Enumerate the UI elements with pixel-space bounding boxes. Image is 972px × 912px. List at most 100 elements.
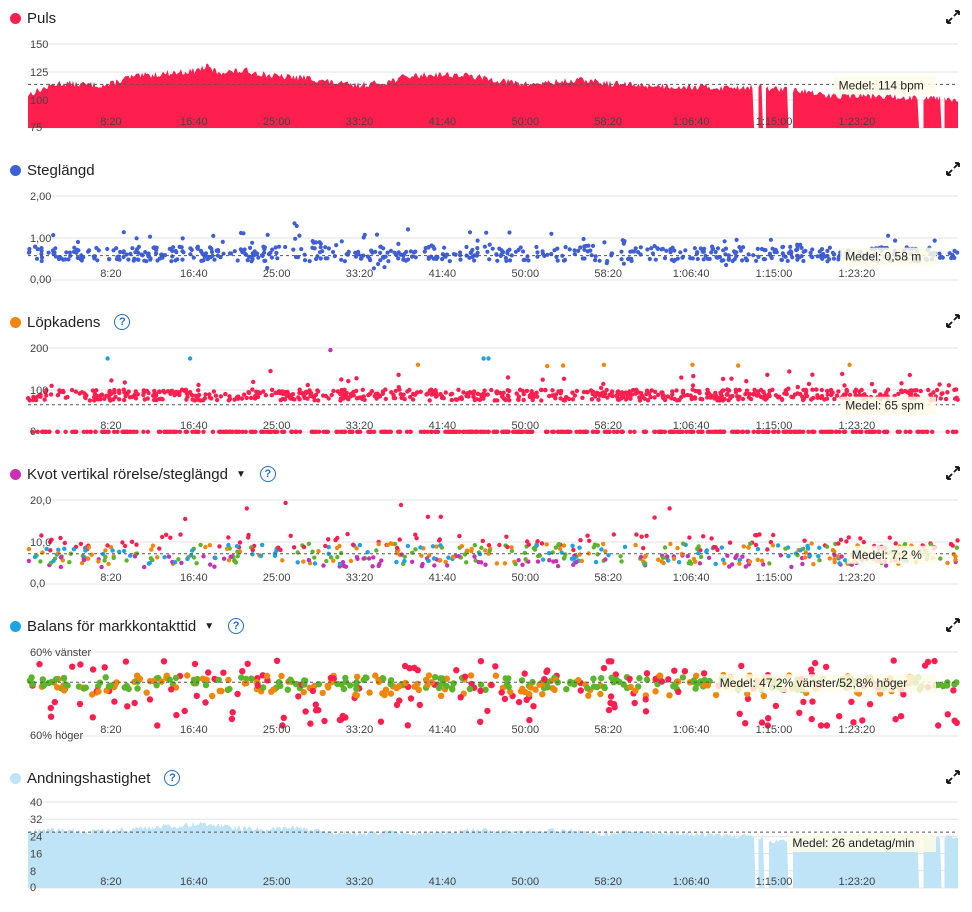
data-point: [832, 396, 837, 402]
data-point: [506, 429, 511, 434]
data-point: [323, 256, 328, 261]
chart-title: Löpkadens: [27, 313, 101, 331]
data-point: [202, 699, 209, 706]
data-point: [135, 257, 140, 262]
x-tick-label: 33:20: [346, 572, 374, 584]
data-point: [318, 256, 323, 261]
data-point: [69, 387, 75, 393]
data-point: [611, 532, 616, 537]
data-point: [376, 541, 381, 547]
data-point: [643, 670, 651, 677]
data-point: [886, 233, 891, 238]
expand-icon[interactable]: [946, 314, 960, 328]
data-point: [248, 395, 254, 401]
data-point: [316, 549, 321, 554]
data-point: [842, 558, 848, 563]
y-tick-label: 24: [30, 831, 42, 843]
data-point: [438, 558, 443, 563]
data-point: [397, 537, 402, 542]
data-point: [458, 250, 463, 255]
data-point: [162, 390, 167, 395]
y-tick-label: 60% vänster: [30, 647, 91, 659]
data-point: [307, 259, 312, 264]
x-tick-label: 1:06:40: [673, 724, 710, 736]
data-point: [593, 559, 599, 565]
data-point: [733, 555, 738, 561]
data-point: [808, 666, 815, 673]
data-point: [241, 680, 249, 687]
data-point: [501, 695, 509, 703]
data-point: [106, 561, 111, 567]
data-point: [354, 388, 359, 394]
data-point: [284, 686, 291, 693]
data-point: [469, 549, 474, 554]
data-point: [396, 385, 401, 390]
data-point: [40, 682, 47, 689]
data-point: [529, 389, 534, 394]
data-point: [776, 429, 781, 434]
data-point: [295, 560, 300, 565]
data-point: [381, 691, 388, 699]
data-point: [184, 397, 189, 402]
x-tick-label: 1:06:40: [673, 876, 710, 888]
data-point: [668, 541, 673, 547]
legend-dot-icon: [10, 164, 21, 176]
data-point: [335, 555, 340, 560]
data-point: [810, 429, 815, 434]
data-point: [740, 258, 745, 263]
data-point: [437, 537, 442, 542]
expand-icon[interactable]: [946, 466, 960, 480]
data-point: [145, 396, 150, 401]
data-point: [367, 256, 372, 261]
help-icon[interactable]: ?: [114, 314, 131, 330]
x-tick-label: 1:15:00: [756, 116, 793, 128]
data-point: [671, 667, 678, 674]
data-point: [616, 389, 621, 394]
data-point: [145, 429, 151, 434]
data-point: [262, 250, 267, 255]
data-point: [25, 396, 31, 401]
x-tick-label: 50:00: [512, 876, 540, 888]
data-point: [160, 534, 165, 540]
data-point: [719, 545, 724, 550]
data-point: [58, 535, 63, 541]
data-point: [63, 257, 68, 262]
data-point: [530, 703, 537, 710]
data-point: [903, 429, 908, 434]
data-point: [738, 248, 744, 253]
help-icon[interactable]: ?: [164, 770, 181, 786]
data-point: [89, 691, 96, 698]
expand-icon[interactable]: [946, 770, 960, 784]
data-point: [598, 675, 605, 682]
data-point: [238, 247, 243, 252]
data-point: [443, 559, 448, 565]
data-point: [557, 546, 563, 551]
data-point: [299, 247, 304, 252]
data-point: [638, 245, 643, 250]
data-point: [426, 558, 431, 563]
data-point: [354, 673, 361, 680]
dropdown-caret-icon[interactable]: ▼: [235, 468, 246, 480]
help-icon[interactable]: ?: [259, 466, 276, 482]
data-point: [482, 686, 489, 693]
expand-icon[interactable]: [946, 618, 960, 632]
data-point: [733, 387, 739, 392]
help-icon[interactable]: ?: [228, 618, 245, 634]
data-point: [126, 257, 131, 262]
dropdown-caret-icon[interactable]: ▼: [204, 620, 215, 632]
data-point: [516, 247, 521, 252]
expand-icon[interactable]: [946, 162, 960, 176]
data-point: [396, 256, 401, 261]
data-point: [549, 251, 554, 257]
data-point: [89, 666, 97, 673]
average-label: Medel: 114 bpm: [839, 78, 924, 92]
data-point: [158, 396, 164, 401]
data-point: [840, 371, 845, 377]
data-point: [550, 388, 555, 393]
data-point: [355, 556, 360, 561]
data-point: [600, 664, 608, 672]
data-point: [807, 553, 812, 558]
expand-icon[interactable]: [946, 10, 960, 24]
data-point: [582, 247, 587, 252]
data-point: [406, 665, 413, 672]
